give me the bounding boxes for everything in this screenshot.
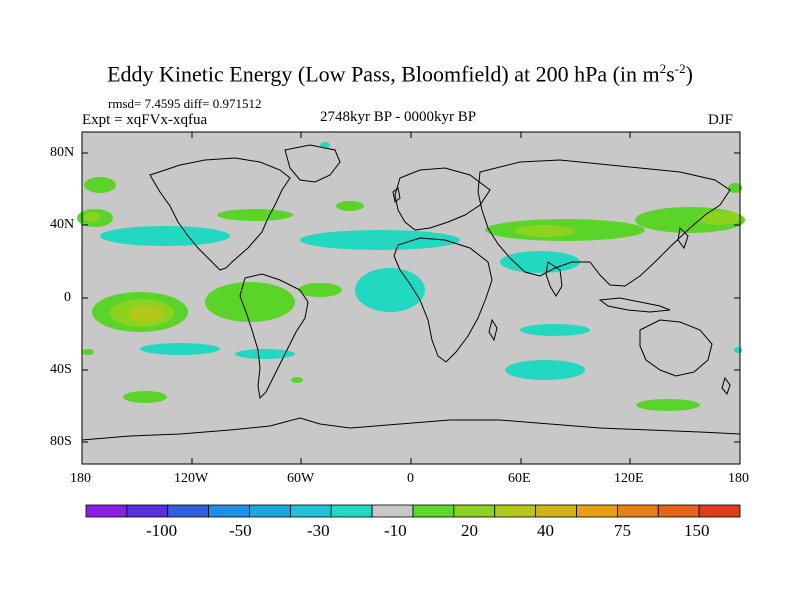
lon-label-60w: 60W bbox=[287, 471, 315, 486]
colorbar-box bbox=[657, 504, 700, 518]
coast-india bbox=[545, 261, 563, 297]
coast-europe bbox=[394, 167, 491, 231]
lon-label-0: 0 bbox=[407, 471, 414, 486]
lon-label-120e: 120E bbox=[614, 471, 644, 486]
colorbar-box bbox=[494, 504, 537, 518]
coast-greenland bbox=[284, 144, 341, 183]
colorbar-box bbox=[616, 504, 659, 518]
coast-uk bbox=[392, 187, 401, 203]
colorbar-label: 75 bbox=[614, 521, 631, 540]
lon-label-180w: 180 bbox=[70, 471, 91, 486]
colorbar-box bbox=[698, 504, 741, 518]
patch-north-atlantic bbox=[336, 201, 364, 211]
coastlines bbox=[81, 144, 741, 441]
season-label: DJF bbox=[708, 112, 734, 128]
patch-north-pacific-neg bbox=[100, 226, 230, 246]
patch-north-pacific-east bbox=[84, 177, 116, 193]
patch-north-atlantic-neg bbox=[300, 230, 460, 250]
colorbar-label: 40 bbox=[537, 521, 554, 540]
patch-atlantic-neg bbox=[355, 268, 425, 312]
patch-south-america bbox=[205, 282, 295, 322]
patch-south-pacific-neg bbox=[140, 343, 220, 355]
lon-label-120w: 120W bbox=[174, 471, 209, 486]
patch-south-pacific bbox=[123, 391, 167, 403]
colorbar-box bbox=[576, 504, 618, 518]
stats-text: rmsd= 7.4595 diff= 0.971512 bbox=[108, 96, 262, 111]
colorbar-label: -30 bbox=[307, 521, 330, 540]
lat-label-80n: 80N bbox=[50, 145, 75, 160]
patch-south-west-edge bbox=[82, 349, 94, 355]
colorbar-box bbox=[412, 504, 455, 518]
coast-japan bbox=[677, 226, 689, 250]
colorbar-box bbox=[208, 504, 250, 518]
experiment-label: Expt = xqFVx-xqfua bbox=[82, 112, 208, 128]
lon-label-60e: 60E bbox=[508, 471, 531, 486]
coast-indonesia bbox=[598, 297, 671, 313]
colorbar-box bbox=[371, 504, 414, 518]
lon-ticks bbox=[81, 132, 741, 464]
patch-arabia-neg bbox=[500, 251, 580, 273]
colorbar bbox=[85, 504, 741, 518]
patch-arctic-east bbox=[728, 183, 742, 193]
coast-madagascar bbox=[488, 318, 498, 342]
colorbar-box bbox=[289, 504, 332, 518]
lat-ticks bbox=[82, 152, 740, 443]
colorbar-box bbox=[535, 504, 577, 518]
colorbar-box bbox=[85, 504, 128, 518]
patch-east-edge-neg bbox=[734, 347, 742, 353]
colorbar-label: -100 bbox=[146, 521, 178, 540]
colorbar-label: 20 bbox=[461, 521, 478, 540]
colorbar-box bbox=[453, 504, 496, 518]
colorbar-box bbox=[249, 504, 291, 518]
colorbar-box bbox=[330, 504, 373, 518]
colorbar-label: -50 bbox=[229, 521, 252, 540]
lat-label-0: 0 bbox=[64, 290, 71, 305]
coast-new-zealand bbox=[721, 376, 731, 396]
period-label: 2748kyr BP - 0000kyr BP bbox=[320, 109, 477, 125]
lat-label-40s: 40S bbox=[50, 362, 72, 377]
colorbar-label: -10 bbox=[384, 521, 407, 540]
patch-india-ocean-neg bbox=[520, 324, 590, 336]
lon-label-180e: 180 bbox=[728, 471, 749, 486]
lat-label-40n: 40N bbox=[50, 217, 75, 232]
patch-north-pacific-mid bbox=[217, 209, 293, 221]
figure-title: Eddy Kinetic Energy (Low Pass, Bloomfiel… bbox=[107, 61, 693, 87]
patch-south-atlantic bbox=[291, 377, 303, 383]
coast-antarctica bbox=[81, 417, 741, 441]
patch-arctic-neg bbox=[320, 142, 330, 148]
positive-anomalies bbox=[77, 177, 745, 411]
coast-south-america bbox=[239, 273, 309, 400]
coast-north-america bbox=[149, 157, 291, 271]
coast-africa bbox=[393, 237, 493, 363]
colorbar-label: 150 bbox=[684, 521, 710, 540]
coast-australia bbox=[639, 319, 713, 377]
patch-south-america-neg bbox=[235, 349, 295, 359]
patch-west-africa bbox=[298, 283, 342, 297]
patch-south-indian-neg bbox=[505, 360, 585, 380]
patch-southern-ocean bbox=[636, 399, 700, 411]
colorbar-box bbox=[126, 504, 169, 518]
colorbar-box bbox=[167, 504, 210, 518]
coast-asia bbox=[477, 159, 731, 287]
lat-label-80s: 80S bbox=[50, 434, 72, 449]
